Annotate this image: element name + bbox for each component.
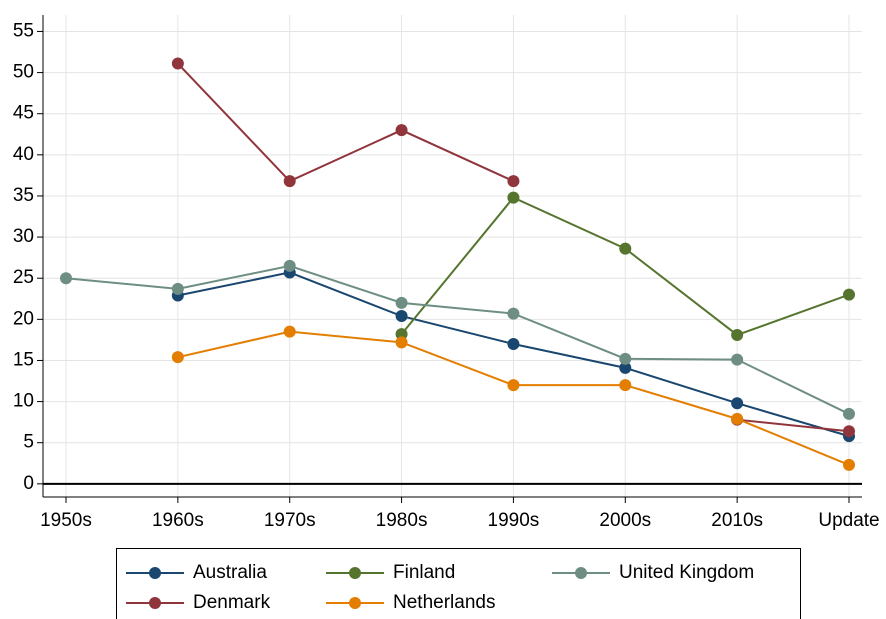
data-point: [395, 310, 408, 323]
data-point: [843, 288, 855, 301]
y-tick-label: 10: [13, 391, 34, 412]
data-point: [731, 353, 744, 366]
legend-marker: [349, 567, 361, 579]
x-tick-label: 1960s: [152, 510, 204, 531]
series-line: [65, 264, 850, 415]
data-point: [619, 242, 632, 255]
legend-box: [116, 548, 801, 619]
data-point: [843, 458, 855, 471]
x-tick-label: Update: [818, 510, 879, 531]
x-tick-label: 2010s: [711, 510, 763, 531]
x-tick-label: 1990s: [488, 510, 540, 531]
data-point: [283, 175, 296, 188]
legend-label: Netherlands: [393, 592, 495, 613]
legend-label: Finland: [393, 562, 455, 583]
data-point: [507, 379, 520, 392]
x-tick-label: 1970s: [264, 510, 316, 531]
series-line: [737, 418, 850, 433]
y-tick-label: 20: [13, 308, 34, 329]
data-point: [171, 282, 184, 295]
data-point: [843, 407, 855, 420]
y-tick-label: 5: [23, 432, 34, 453]
legend-marker: [149, 567, 161, 579]
y-tick-label: 35: [13, 185, 34, 206]
data-point: [395, 336, 408, 349]
data-point: [395, 124, 408, 137]
x-tick-label: 1950s: [40, 510, 92, 531]
legend-marker: [575, 567, 587, 579]
data-point: [283, 259, 296, 272]
data-point: [731, 328, 744, 341]
data-point: [731, 412, 744, 425]
data-point: [395, 328, 408, 341]
y-tick-label: 45: [13, 103, 34, 124]
legend-label: United Kingdom: [619, 562, 754, 583]
legend-marker: [149, 597, 161, 609]
y-tick-label: 30: [13, 226, 34, 247]
y-tick-label: 40: [13, 144, 34, 165]
data-point: [731, 397, 744, 410]
x-tick-label: 1980s: [376, 510, 428, 531]
y-tick-label: 50: [13, 62, 34, 83]
data-point: [507, 307, 520, 320]
y-tick-label: 0: [23, 473, 34, 494]
y-tick-label: 25: [13, 267, 34, 288]
data-point: [843, 425, 855, 438]
legend-label: Australia: [193, 562, 267, 583]
data-point: [507, 338, 520, 351]
series-line: [177, 62, 514, 183]
data-point: [619, 379, 632, 392]
legend-label: Denmark: [193, 592, 271, 613]
data-point: [395, 296, 408, 309]
plot-area: [43, 15, 862, 497]
data-point: [171, 351, 184, 364]
y-tick-label: 15: [13, 349, 34, 370]
data-point: [60, 272, 72, 285]
data-point: [507, 175, 520, 188]
x-tick-label: 2000s: [599, 510, 651, 531]
data-point: [507, 191, 520, 204]
data-point: [283, 325, 296, 338]
data-point: [619, 361, 632, 374]
y-tick-label: 55: [13, 20, 34, 41]
data-point: [171, 57, 184, 70]
data-point: [619, 352, 632, 365]
legend-marker: [349, 597, 361, 609]
